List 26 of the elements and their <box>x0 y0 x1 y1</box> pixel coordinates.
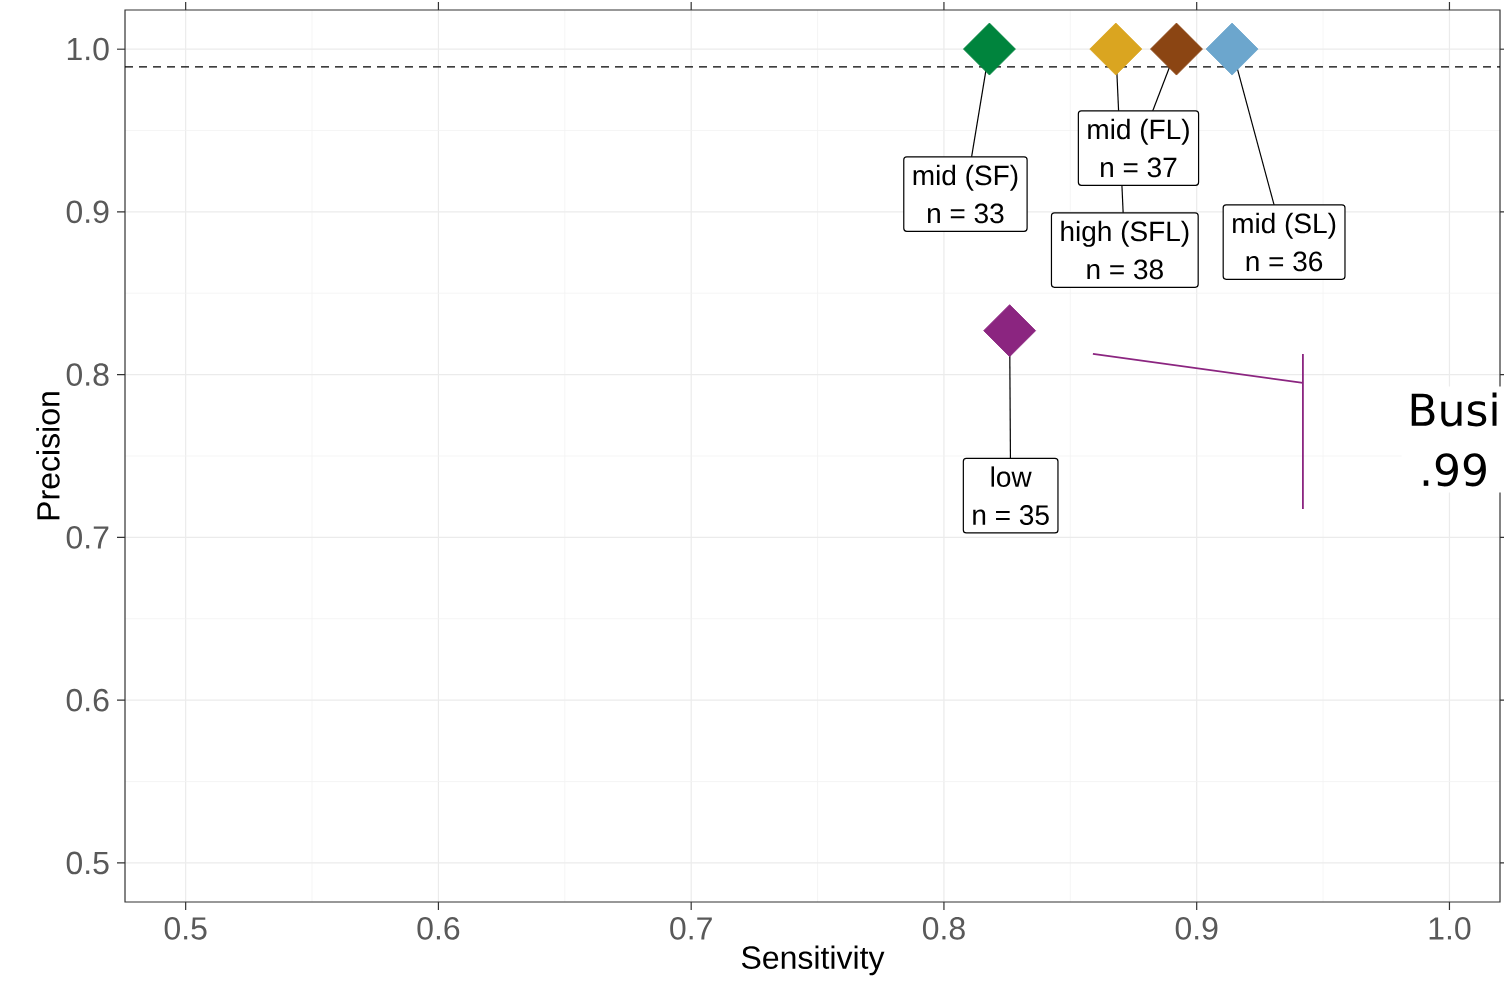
annotation: high (SFL) <box>1061 220 1189 247</box>
annotation: low <box>991 466 1032 487</box>
y-tick-label: 0.6 <box>66 688 109 712</box>
y-tick-label: 0.8 <box>66 363 109 386</box>
annotation: .99 <box>1423 453 1486 487</box>
annotation: n = 35 <box>973 505 1049 525</box>
x-axis-title: Sensitivity <box>741 945 885 976</box>
y-tick-label: 0.5 <box>66 851 109 875</box>
x-tick-label: 0.9 <box>1175 917 1218 940</box>
annotation: mid (SL) <box>1233 212 1336 239</box>
annotation: n = 38 <box>1087 259 1163 280</box>
y-tick-label: 1.0 <box>67 37 109 61</box>
annotation: mid (FL) <box>1088 118 1189 145</box>
y-tick-label: 0.7 <box>66 526 109 549</box>
y-tick-label: 0.9 <box>66 200 109 224</box>
x-tick-label: 1.0 <box>1429 917 1471 940</box>
annotation: Busi <box>1411 392 1497 427</box>
x-tick-label: 0.6 <box>417 917 460 940</box>
annotation: n = 36 <box>1246 251 1323 272</box>
annotation: n = 37 <box>1101 157 1177 178</box>
annotation: mid (SF) <box>913 164 1018 191</box>
x-tick-label: 0.7 <box>670 917 712 940</box>
annotation: n = 33 <box>927 203 1004 224</box>
x-tick-label: 0.5 <box>164 917 207 940</box>
y-axis-title: Precision <box>36 392 60 520</box>
x-tick-label: 0.8 <box>922 917 965 940</box>
